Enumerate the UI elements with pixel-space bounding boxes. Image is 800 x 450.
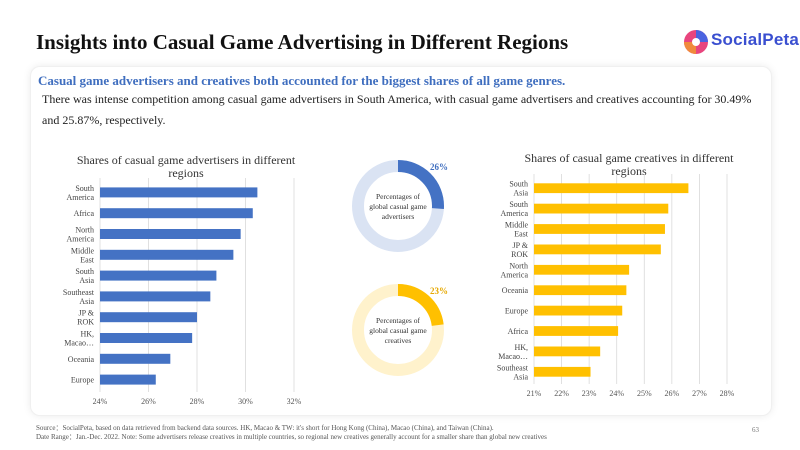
advertisers-category-label: Middle East (71, 246, 95, 264)
advertisers-category-label: HK, Macao… (64, 330, 94, 348)
advertisers-category-label: Africa (74, 209, 95, 218)
creatives-bar (534, 203, 669, 214)
creatives-category-label: HK, Macao… (498, 343, 528, 361)
advertisers-donut-center-label: Percentages of global casual game advertis… (369, 192, 427, 221)
creatives-donut-center-label: Percentages of global casual game creative… (369, 316, 427, 345)
creatives-donut-value-label: 23% (430, 286, 448, 296)
creatives-category-label: Europe (505, 307, 529, 316)
advertisers-x-tick-label: 24% (93, 397, 108, 406)
advertisers-chart-title: Shares of casual game advertisers in dif… (76, 153, 296, 180)
advertisers-donut-slice (352, 160, 444, 252)
creatives-bar (534, 346, 601, 357)
creatives-bar (534, 183, 689, 194)
creatives-bar (534, 326, 619, 336)
advertisers-bar (100, 333, 193, 343)
logo-mark-icon (684, 30, 708, 54)
advertisers-bar (100, 353, 171, 364)
footer-source: Source：SocialPeta, based on data retriev… (36, 424, 494, 432)
creatives-category-label: Oceania (502, 286, 529, 295)
advertisers-category-label: South America (66, 184, 94, 202)
body-text: There was intense competition among casu… (42, 92, 752, 127)
page-title: Insights into Casual Game Advertising in… (36, 30, 569, 54)
creatives-x-tick-label: 22% (554, 389, 569, 398)
page-number: 63 (752, 426, 759, 434)
advertisers-bar (100, 270, 217, 281)
advertisers-bar (100, 229, 241, 239)
creatives-category-label: South Asia (509, 180, 528, 198)
creatives-category-label: JP & ROK (511, 241, 529, 259)
creatives-category-label: Middle East (505, 221, 529, 239)
creatives-category-label: Africa (508, 327, 529, 336)
footer-notes: Source：SocialPeta, based on data retriev… (36, 424, 736, 442)
advertisers-bar (100, 312, 197, 323)
advertisers-category-label: Europe (71, 376, 95, 385)
advertisers-category-label: North America (66, 226, 94, 244)
advertisers-bar (100, 291, 211, 302)
advertisers-category-label: JP & ROK (77, 309, 95, 327)
creatives-donut-chart: 23% Percentages of global casual game creat… (352, 284, 448, 376)
creatives-x-tick-label: 25% (637, 389, 652, 398)
advertisers-category-label: Oceania (68, 355, 95, 364)
creatives-x-tick-label: 21% (527, 389, 542, 398)
creatives-bar (534, 224, 665, 234)
creatives-category-label: Southeast Asia (497, 363, 529, 381)
creatives-x-tick-label: 24% (609, 389, 624, 398)
advertisers-x-tick-label: 26% (141, 397, 156, 406)
socialpeta-logo: SocialPeta (683, 27, 799, 57)
advertisers-x-tick-label: 30% (238, 397, 253, 406)
creatives-category-label: South America (500, 200, 528, 218)
creatives-bar (534, 285, 627, 296)
creatives-x-tick-label: 26% (665, 389, 680, 398)
advertisers-x-tick-label: 28% (190, 397, 205, 406)
advertisers-x-tick-label: 32% (287, 397, 302, 406)
creatives-x-tick-label: 28% (720, 389, 735, 398)
advertisers-bar (100, 187, 258, 198)
creatives-x-tick-label: 23% (582, 389, 597, 398)
advertisers-bar (100, 249, 234, 260)
creatives-bar (534, 264, 630, 275)
advertisers-category-label: South Asia (75, 267, 94, 285)
footer-date-range: Date Range：Jan.-Dec. 2022. Note: Some ad… (36, 433, 547, 441)
advertisers-category-label: Southeast Asia (63, 288, 95, 306)
creatives-bar (534, 244, 661, 255)
headline: Casual game advertisers and creatives bo… (38, 73, 566, 88)
creatives-category-label: North America (500, 261, 528, 279)
advertisers-donut-value-label: 26% (430, 162, 448, 172)
advertisers-donut-chart: 26% Percentages of global casual game adver… (352, 160, 448, 252)
logo-text: SocialPeta (711, 30, 799, 49)
creatives-chart-title: Shares of casual game creatives in diffe… (524, 151, 734, 178)
advertisers-bar (100, 208, 253, 219)
creatives-x-tick-label: 27% (692, 389, 707, 398)
creatives-bar (534, 366, 591, 377)
creatives-donut-slice (352, 284, 444, 376)
creatives-bar (534, 305, 623, 316)
advertisers-bar (100, 374, 156, 385)
